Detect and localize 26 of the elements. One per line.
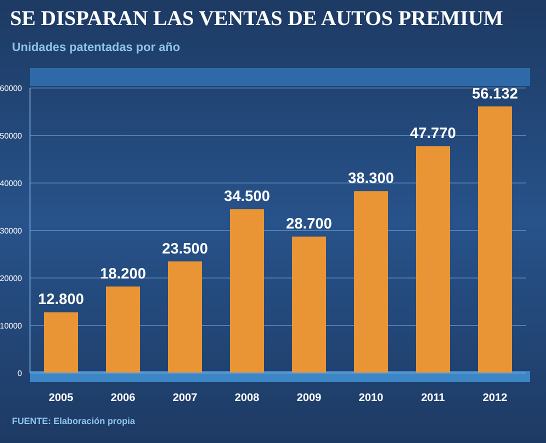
x-tick-label: 2010 <box>358 392 384 404</box>
source-note: FUENTE: Elaboración propia <box>12 416 136 426</box>
y-tick-label: 30000 <box>0 226 23 236</box>
data-label: 12.800 <box>38 291 84 308</box>
chart-subtitle: Unidades patentadas por año <box>12 40 180 54</box>
y-tick-label: 10000 <box>0 321 23 330</box>
data-label: 18.200 <box>100 266 146 283</box>
chart-title: SE DISPARAN LAS VENTAS DE AUTOS PREMIUM <box>10 6 504 31</box>
x-tick-label: 2007 <box>172 392 198 404</box>
x-tick-label: 2005 <box>48 392 74 404</box>
data-label: 38.300 <box>348 170 394 188</box>
y-tick-label: 20000 <box>0 274 23 283</box>
data-label: 23.500 <box>162 240 208 258</box>
y-tick-label: 40000 <box>0 178 23 188</box>
x-tick-label: 2006 <box>110 392 136 404</box>
y-tick-label: 50000 <box>0 131 23 140</box>
x-tick-label: 2009 <box>296 392 322 404</box>
x-tick-label: 2011 <box>421 392 445 404</box>
x-tick-label: 2008 <box>234 392 260 404</box>
data-label: 28.700 <box>286 216 332 233</box>
data-label: 47.770 <box>410 125 456 142</box>
data-label: 56.132 <box>472 85 518 102</box>
y-tick-label: 60000 <box>0 84 23 93</box>
data-label: 34.500 <box>224 188 270 206</box>
y-tick-label: 0 <box>18 368 23 378</box>
x-tick-label: 2012 <box>482 392 508 404</box>
